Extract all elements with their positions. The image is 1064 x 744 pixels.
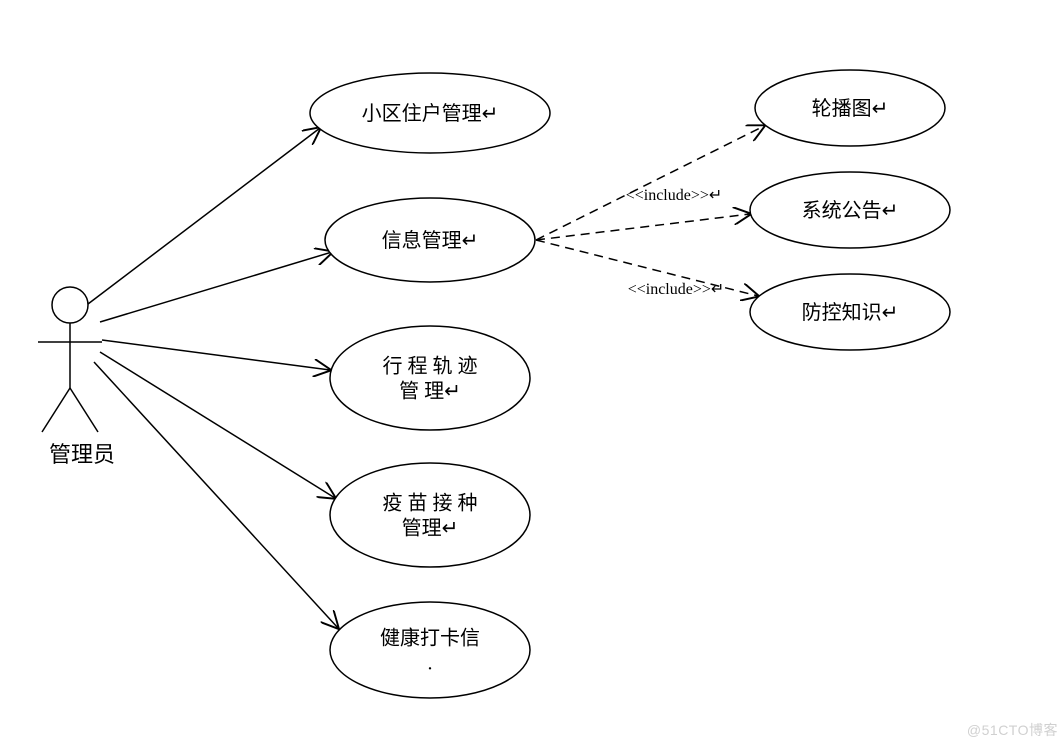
association-line — [102, 340, 330, 370]
association-line — [88, 128, 320, 304]
use-case-ellipses: 小区住户管理↵ 信息管理↵ 行 程 轨 迹管 理↵ 疫 苗 接 种管理↵ 健康打卡信. 轮… — [310, 70, 950, 698]
usecase-uc8: 防控知识↵ — [750, 274, 950, 350]
usecase-uc7: 系统公告↵ — [750, 172, 950, 248]
usecase-uc5: 健康打卡信. — [330, 602, 530, 698]
usecase-label: 防控知识↵ — [802, 301, 899, 324]
association-line — [94, 362, 338, 628]
include-dependency-line — [536, 214, 750, 240]
usecase-uc1: 小区住户管理↵ — [310, 73, 550, 153]
usecase-label: 管 理↵ — [399, 380, 461, 403]
usecase-label: 管理↵ — [402, 517, 459, 540]
usecase-uc2: 信息管理↵ — [325, 198, 535, 282]
include-stereotype-label: <<include>>↵ — [628, 281, 725, 298]
association-lines — [88, 128, 338, 628]
usecase-label: 疫 苗 接 种 — [383, 492, 478, 515]
usecase-label: 轮播图↵ — [812, 97, 889, 120]
usecase-label: 行 程 轨 迹 — [383, 355, 478, 378]
usecase-label: 系统公告↵ — [802, 199, 899, 222]
dependency-lines: <<include>>↵ <<include>>↵ — [536, 126, 764, 298]
usecase-label: 健康打卡信 — [380, 627, 480, 650]
usecase-uc3: 行 程 轨 迹管 理↵ — [330, 326, 530, 430]
usecase-label: 小区住户管理↵ — [362, 102, 499, 125]
include-stereotype-label: <<include>>↵ — [626, 187, 723, 204]
watermark-text: @51CTO博客 — [967, 720, 1058, 740]
association-line — [100, 352, 335, 498]
usecase-uc6: 轮播图↵ — [755, 70, 945, 146]
association-line — [100, 252, 332, 322]
use-case-diagram: 管理员 <<include>>↵ <<include>>↵ 小区住户管理↵ 信息管理… — [0, 0, 1064, 744]
usecase-uc4: 疫 苗 接 种管理↵ — [330, 463, 530, 567]
actor-admin: 管理员 — [38, 287, 115, 467]
usecase-label: . — [428, 653, 433, 675]
include-dependency-line — [536, 126, 764, 240]
usecase-label: 信息管理↵ — [382, 229, 479, 252]
actor-label: 管理员 — [49, 442, 115, 467]
actor-head-icon — [52, 287, 88, 323]
